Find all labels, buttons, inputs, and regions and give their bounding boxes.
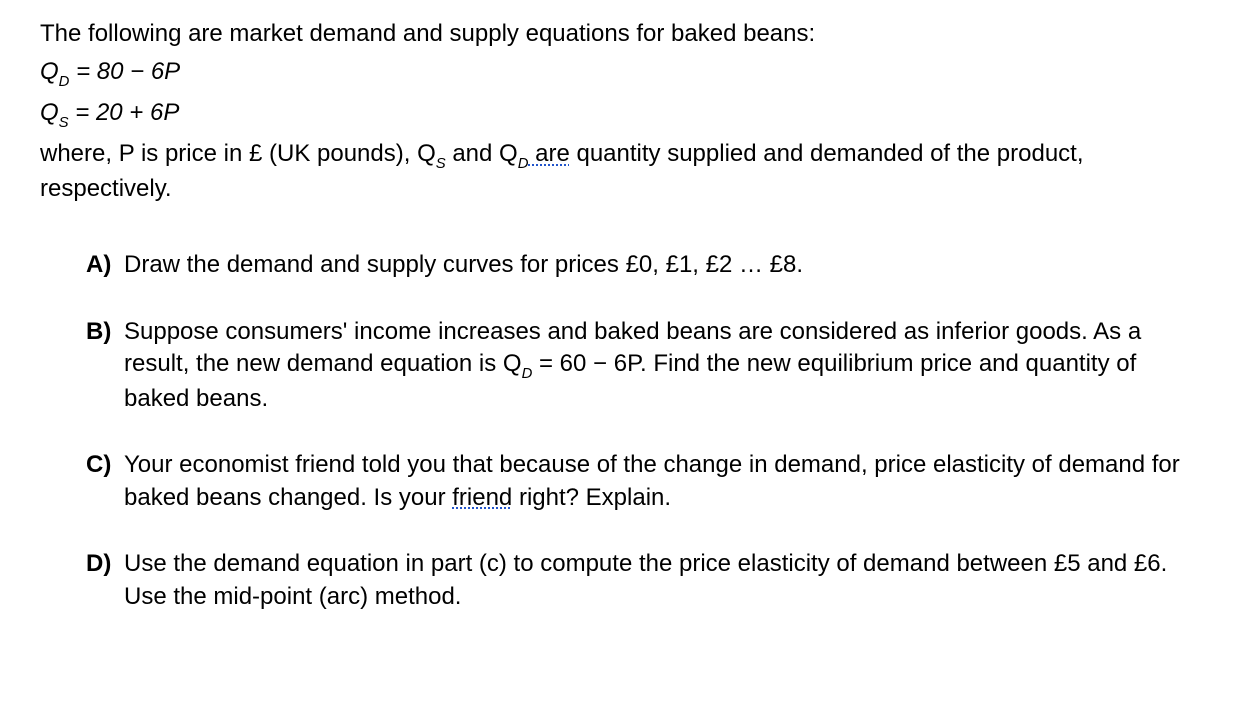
part-d-body: Use the demand equation in part (c) to c…: [124, 548, 1198, 613]
where-mid: and Q: [446, 140, 518, 167]
part-d: D) Use the demand equation in part (c) t…: [86, 548, 1198, 613]
supply-equation: QS = 20 + 6P: [40, 97, 1198, 132]
part-c: C) Your economist friend told you that b…: [86, 449, 1198, 514]
where-spell-are: are: [528, 140, 569, 167]
part-c-label: C): [86, 449, 124, 481]
question-page: The following are market demand and supp…: [0, 0, 1238, 665]
qd-subscript: D: [59, 74, 70, 90]
qd-symbol: Q: [40, 58, 59, 85]
part-c-body: Your economist friend told you that beca…: [124, 449, 1198, 514]
part-d-label: D): [86, 548, 124, 580]
part-a: A) Draw the demand and supply curves for…: [86, 249, 1198, 281]
qs-rhs: = 20 + 6P: [69, 99, 180, 126]
where-s-sub: S: [436, 156, 446, 172]
part-b-body: Suppose consumers' income increases and …: [124, 316, 1198, 416]
qd-rhs: = 80 − 6P: [69, 58, 180, 85]
intro-block: The following are market demand and supp…: [40, 18, 1198, 205]
part-c-post: right? Explain.: [512, 484, 671, 511]
qs-symbol: Q: [40, 99, 59, 126]
part-b: B) Suppose consumers' income increases a…: [86, 316, 1198, 416]
part-a-label: A): [86, 249, 124, 281]
part-c-spell-friend: friend: [452, 484, 512, 511]
parts-list: A) Draw the demand and supply curves for…: [40, 249, 1198, 613]
demand-equation: QD = 80 − 6P: [40, 56, 1198, 91]
intro-line: The following are market demand and supp…: [40, 18, 1198, 50]
part-b-label: B): [86, 316, 124, 348]
where-pre: where, P is price in £ (UK pounds), Q: [40, 140, 436, 167]
where-d-sub: D: [518, 156, 529, 172]
part-b-sub: D: [522, 366, 533, 382]
where-clause: where, P is price in £ (UK pounds), QS a…: [40, 138, 1198, 205]
qs-subscript: S: [59, 115, 69, 131]
part-a-body: Draw the demand and supply curves for pr…: [124, 249, 1198, 281]
